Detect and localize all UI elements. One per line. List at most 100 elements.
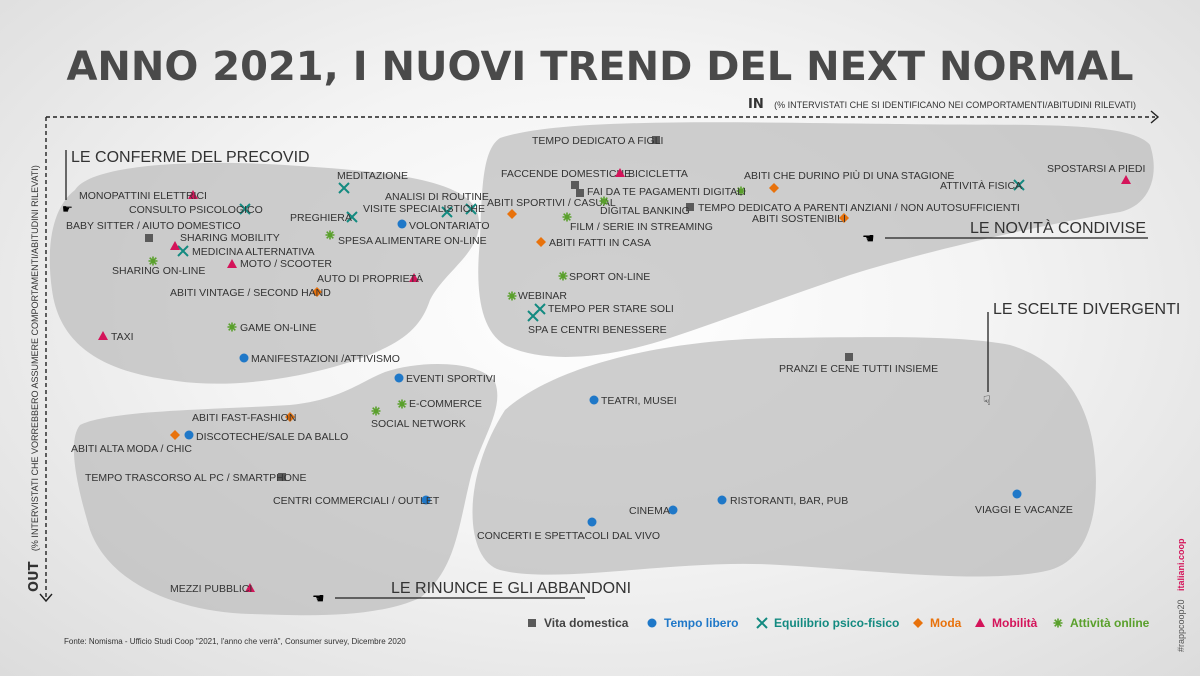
point-label: MEZZI PUBBLICI: [170, 583, 252, 595]
point-marker-moda: [285, 412, 295, 422]
data-point: SPESA ALIMENTARE ON-LINE: [325, 230, 487, 247]
point-marker-moda: [536, 237, 546, 247]
data-point: SHARING ON-LINE: [112, 256, 205, 277]
data-point: PRANZI E CENE TUTTI INSIEME: [779, 353, 938, 375]
point-marker-libero: [239, 353, 249, 363]
data-point: E-COMMERCE: [397, 398, 482, 410]
x-axis-description: (% INTERVISTATI CHE SI IDENTIFICANO NEI …: [774, 100, 1136, 110]
hand-pointer-icon: ☟: [983, 393, 991, 408]
point-marker-online: [1053, 618, 1063, 628]
point-marker-mobilita: [188, 190, 198, 199]
side-credit: #rappcoop20 italiani.coop: [1171, 538, 1188, 652]
point-marker-mobilita: [615, 168, 625, 177]
point-label: GAME ON-LINE: [240, 322, 316, 334]
point-label: VOLONTARIATO: [409, 220, 490, 232]
point-marker-online: [397, 399, 407, 409]
data-point: CENTRI COMMERCIALI / OUTLET: [273, 495, 440, 507]
point-label: TEMPO DEDICATO A FIGLI: [532, 135, 663, 147]
data-point: TEMPO DEDICATO A PARENTI ANZIANI / NON A…: [686, 202, 1020, 214]
point-label: PREGHIERA: [290, 212, 352, 224]
hand-pointer-icon: ☚: [312, 590, 325, 606]
legend-item-mobilita: Mobilità: [975, 616, 1038, 630]
point-marker-domestica: [145, 234, 153, 242]
point-marker-mobilita: [1121, 175, 1131, 184]
data-point: SHARING MOBILITY: [170, 232, 280, 250]
label-conferme: LE CONFERME DEL PRECOVID: [71, 149, 310, 166]
point-marker-equilibrio: [239, 203, 251, 215]
data-point: FILM / SERIE IN STREAMING: [562, 212, 713, 233]
point-marker-online: [599, 196, 609, 206]
data-point: ABITI FATTI IN CASA: [536, 237, 651, 249]
point-marker-online: [227, 322, 237, 332]
point-label: FILM / SERIE IN STREAMING: [570, 221, 713, 233]
point-label: SPA E CENTRI BENESSERE: [528, 324, 667, 336]
legend: Vita domestica Tempo libero Equilibrio psi…: [528, 616, 1150, 630]
y-axis-label: OUT (% INTERVISTATI CHE VORREBBERO ASSUM…: [25, 165, 42, 592]
point-label: ABITI SOSTENIBILI: [752, 213, 846, 225]
point-label: SHARING ON-LINE: [112, 265, 205, 277]
data-point: MONOPATTINI ELETTRICI: [79, 190, 207, 202]
data-point: VISITE SPECIALISTICHE: [363, 203, 485, 218]
point-marker-domestica: [686, 203, 694, 211]
point-marker-equilibrio: [756, 617, 768, 629]
point-label: TEMPO DEDICATO A PARENTI ANZIANI / NON A…: [698, 202, 1020, 214]
data-point: ABITI SPORTIVI / CASUAL: [487, 197, 616, 219]
point-marker-moda: [769, 183, 779, 193]
point-label: DIGITAL BANKING: [600, 205, 690, 217]
point-label: PRANZI E CENE TUTTI INSIEME: [779, 363, 938, 375]
data-point: TEATRI, MUSEI: [589, 395, 677, 407]
point-label: SPORT ON-LINE: [569, 271, 650, 283]
legend-label: Equilibrio psico-fisico: [774, 616, 899, 630]
x-axis-arrow: [1150, 110, 1160, 124]
data-point: ABITI CHE DURINO PIÙ DI UNA STAGIONE: [744, 169, 954, 193]
point-marker-libero: [394, 373, 404, 383]
point-marker-equilibrio: [1013, 179, 1025, 191]
side-site: italiani.coop: [1176, 538, 1186, 591]
data-point: RISTORANTI, BAR, PUB: [717, 495, 848, 507]
label-rinunce: LE RINUNCE E GLI ABBANDONI: [391, 580, 631, 597]
legend-label: Tempo libero: [664, 616, 738, 630]
point-label: EVENTI SPORTIVI: [406, 373, 496, 385]
point-marker-online: [507, 291, 517, 301]
point-marker-libero: [184, 430, 194, 440]
data-point: PREGHIERA: [290, 211, 358, 224]
hand-pointer-icon: ☛: [62, 202, 73, 216]
point-label: SPOSTARSI A PIEDI: [1047, 163, 1145, 175]
point-marker-online: [325, 230, 335, 240]
point-label: CONSULTO PSICOLOGICO: [129, 204, 263, 216]
point-marker-libero: [397, 219, 407, 229]
legend-item-online: Attività online: [1053, 616, 1150, 630]
data-points: TEMPO DEDICATO A FIGLI FACCENDE DOMESTICH…: [66, 135, 1145, 595]
data-point: ABITI VINTAGE / SECOND HAND: [170, 287, 331, 299]
legend-item-libero: Tempo libero: [647, 616, 738, 630]
legend-label: Mobilità: [992, 616, 1038, 630]
data-point: SPOSTARSI A PIEDI: [1047, 163, 1145, 184]
point-label: MANIFESTAZIONI /ATTIVISMO: [251, 353, 400, 365]
point-marker-moda: [913, 618, 923, 628]
point-label: ABITI CHE DURINO PIÙ DI UNA STAGIONE: [744, 169, 954, 182]
point-label: ABITI ALTA MODA / CHIC: [71, 443, 192, 455]
data-point: TEMPO TRASCORSO AL PC / SMARTPHONE: [85, 472, 307, 484]
point-label: AUTO DI PROPRIETÀ: [317, 272, 423, 285]
point-label: E-COMMERCE: [409, 398, 482, 410]
point-marker-equilibrio: [346, 211, 358, 223]
point-marker-domestica: [652, 136, 660, 144]
data-point: EVENTI SPORTIVI: [394, 373, 496, 385]
point-marker-libero: [717, 495, 727, 505]
point-marker-moda: [507, 209, 517, 219]
page-title: ANNO 2021, I NUOVI TREND DEL NEXT NORMAL: [66, 44, 1133, 90]
point-label: VISITE SPECIALISTICHE: [363, 203, 485, 215]
group-labels: ☛ LE CONFERME DEL PRECOVID ☚ LE NOVITÀ C…: [62, 149, 1180, 606]
data-point: TEMPO DEDICATO A FIGLI: [532, 135, 663, 147]
point-label: MEDITAZIONE: [337, 170, 408, 182]
point-label: RISTORANTI, BAR, PUB: [730, 495, 848, 507]
blob-novita: [478, 122, 1154, 357]
point-label: TEATRI, MUSEI: [601, 395, 677, 407]
legend-label: Attività online: [1070, 616, 1150, 630]
point-label: MEDICINA ALTERNATIVA: [192, 246, 315, 258]
legend-item-domestica: Vita domestica: [528, 616, 629, 630]
point-marker-domestica: [576, 189, 584, 197]
point-marker-mobilita: [975, 618, 985, 627]
point-marker-libero: [587, 517, 597, 527]
